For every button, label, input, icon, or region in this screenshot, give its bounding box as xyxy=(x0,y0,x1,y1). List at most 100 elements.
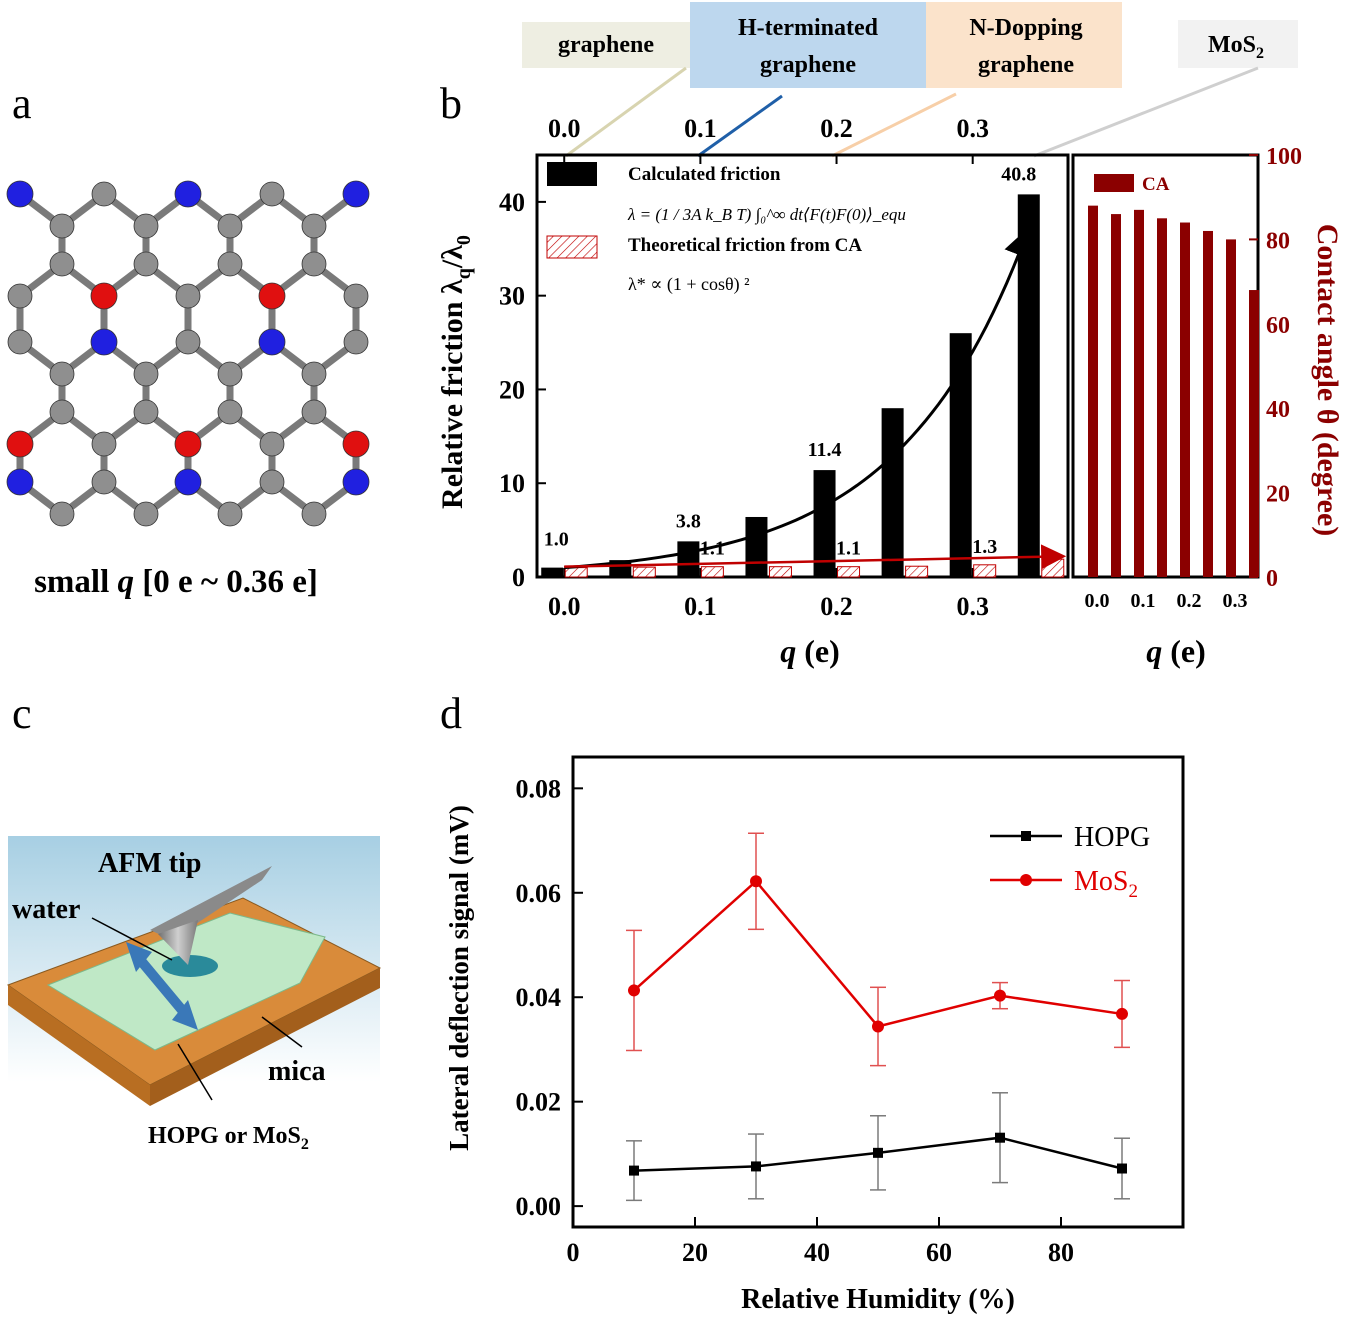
label-hopg-mos2: HOPG or MoS2 xyxy=(148,1123,309,1153)
carbon-atom xyxy=(301,501,327,527)
panel-label-d: d xyxy=(440,689,462,738)
connector-n-dopping xyxy=(831,92,957,158)
top-tick-label: 0.1 xyxy=(684,114,717,143)
carbon-atom xyxy=(91,431,117,457)
carbon-atom xyxy=(301,251,327,277)
point-mos2 xyxy=(994,989,1006,1002)
material-box-mos2 xyxy=(1178,20,1298,68)
material-n-dopping-line2: graphene xyxy=(978,52,1074,78)
leader-hopg xyxy=(177,1043,213,1101)
molecule-atoms xyxy=(6,180,370,527)
legend-label-hopg: HOPG xyxy=(1074,822,1150,853)
panel-label-c: c xyxy=(12,689,32,738)
nitrogen-atom xyxy=(6,468,34,496)
legend-ca-label: CA xyxy=(1142,174,1170,195)
nitrogen-atom xyxy=(174,468,202,496)
carbon-atom xyxy=(49,501,75,527)
ca-bar xyxy=(1134,209,1144,578)
x-tick-label: 0.0 xyxy=(548,592,581,621)
nitrogen-atom xyxy=(342,468,370,496)
top-tick-label: 0.3 xyxy=(956,114,989,143)
ca-y-tick-label: 20 xyxy=(1266,482,1290,508)
data-label: 40.8 xyxy=(1001,163,1036,185)
carbon-atom xyxy=(91,181,117,207)
material-box-n-dopping xyxy=(926,2,1122,88)
ca-y-tick-label: 40 xyxy=(1266,397,1290,423)
carbon-atom xyxy=(49,251,75,277)
carbon-atom xyxy=(49,361,75,387)
ca-y-tick-label: 0 xyxy=(1266,566,1278,592)
legend-marker-hopg xyxy=(1021,831,1031,841)
x-axis-title-ca: q (e) xyxy=(1146,633,1206,669)
material-h-terminated-line2: graphene xyxy=(760,52,856,78)
carbon-atom xyxy=(133,251,159,277)
oxygen-atom xyxy=(258,282,286,310)
carbon-atom xyxy=(259,181,285,207)
data-label: 3.8 xyxy=(676,510,701,532)
ca-bar xyxy=(1111,214,1121,577)
material-h-terminated-line1: H-terminated xyxy=(738,15,879,41)
bar-theoretical xyxy=(1041,558,1065,578)
plot-b-ca: 0 20 40 60 80 100 0.0 0.1 0.2 0.3 xyxy=(1071,144,1302,612)
carbon-atom xyxy=(217,361,243,387)
data-label: 1.1 xyxy=(700,538,725,560)
molecule-structure xyxy=(6,180,370,527)
point-hopg xyxy=(629,1165,639,1176)
panel-b: graphene H-terminated graphene N-Dopping… xyxy=(436,2,1344,669)
ca-y-tick-label: 100 xyxy=(1266,144,1302,170)
y-tick-label: 30 xyxy=(499,282,525,311)
legend-theo-swatch xyxy=(546,235,598,259)
ca-y-tick-label: 60 xyxy=(1266,313,1290,339)
y-tick-label: 0.06 xyxy=(516,879,562,908)
bar-calculated xyxy=(677,541,700,577)
y-tick-label: 40 xyxy=(499,188,525,217)
carbon-atom xyxy=(7,283,33,309)
material-box-h-terminated xyxy=(690,2,926,88)
carbon-atom xyxy=(343,283,369,309)
carbon-atom xyxy=(175,283,201,309)
x-tick-label: 80 xyxy=(1048,1238,1074,1267)
point-mos2 xyxy=(1116,1007,1128,1020)
carbon-atom xyxy=(7,329,33,355)
bar-calculated xyxy=(949,333,972,577)
ca-y-tick-label: 80 xyxy=(1266,228,1290,254)
bar-theoretical xyxy=(837,566,861,578)
y-tick-label: 0.02 xyxy=(516,1088,562,1117)
connector-h-terminated xyxy=(697,94,783,158)
data-label: 11.4 xyxy=(808,439,842,461)
x-axis-title-d: Relative Humidity (%) xyxy=(741,1284,1015,1315)
legend-calc-swatch xyxy=(547,162,597,186)
legend-label-mos2: MoS2 xyxy=(1074,866,1138,902)
y-tick-label: 10 xyxy=(499,469,525,498)
ca-x-tick-label: 0.1 xyxy=(1131,590,1156,612)
carbon-atom xyxy=(133,361,159,387)
carbon-atom xyxy=(217,501,243,527)
y-tick-label: 0 xyxy=(512,563,525,592)
y-axis-title-b: Relative friction λq/λ0 xyxy=(436,235,475,509)
y-tick-label: 0.00 xyxy=(516,1192,562,1221)
bar-theoretical xyxy=(564,567,588,578)
point-mos2 xyxy=(872,1020,884,1033)
carbon-atom xyxy=(49,399,75,425)
data-label: 1.3 xyxy=(972,536,997,558)
bar-theoretical xyxy=(632,566,656,578)
material-graphene: graphene xyxy=(558,32,654,58)
material-box-graphene xyxy=(522,22,690,68)
x-axis-title-b: q (e) xyxy=(780,633,840,669)
trend-curve-calculated xyxy=(564,226,1033,570)
data-label: 1.0 xyxy=(544,529,569,551)
plot-b-main: 0 10 20 30 40 0.0 0.1 0.2 0.3 0.0 0.1 0.2 0.3 1.0 3.8 1… xyxy=(499,114,1070,621)
bar-theoretical xyxy=(700,566,724,578)
water-droplet xyxy=(162,955,218,977)
legend-marker-mos2 xyxy=(1020,874,1032,886)
x-tick-label: 0.2 xyxy=(820,592,853,621)
x-tick-label: 20 xyxy=(682,1238,708,1267)
label-mica: mica xyxy=(268,1056,326,1087)
data-label: 1.1 xyxy=(836,538,861,560)
top-tick-label: 0.0 xyxy=(548,114,581,143)
y-axis-title-d: Lateral deflection signal (mV) xyxy=(444,805,474,1151)
label-water: water xyxy=(12,894,80,925)
afm-cantilever xyxy=(150,866,272,940)
double-arrow-icon xyxy=(126,942,198,1030)
legend-theo-label: Theoretical friction from CA xyxy=(628,235,862,256)
